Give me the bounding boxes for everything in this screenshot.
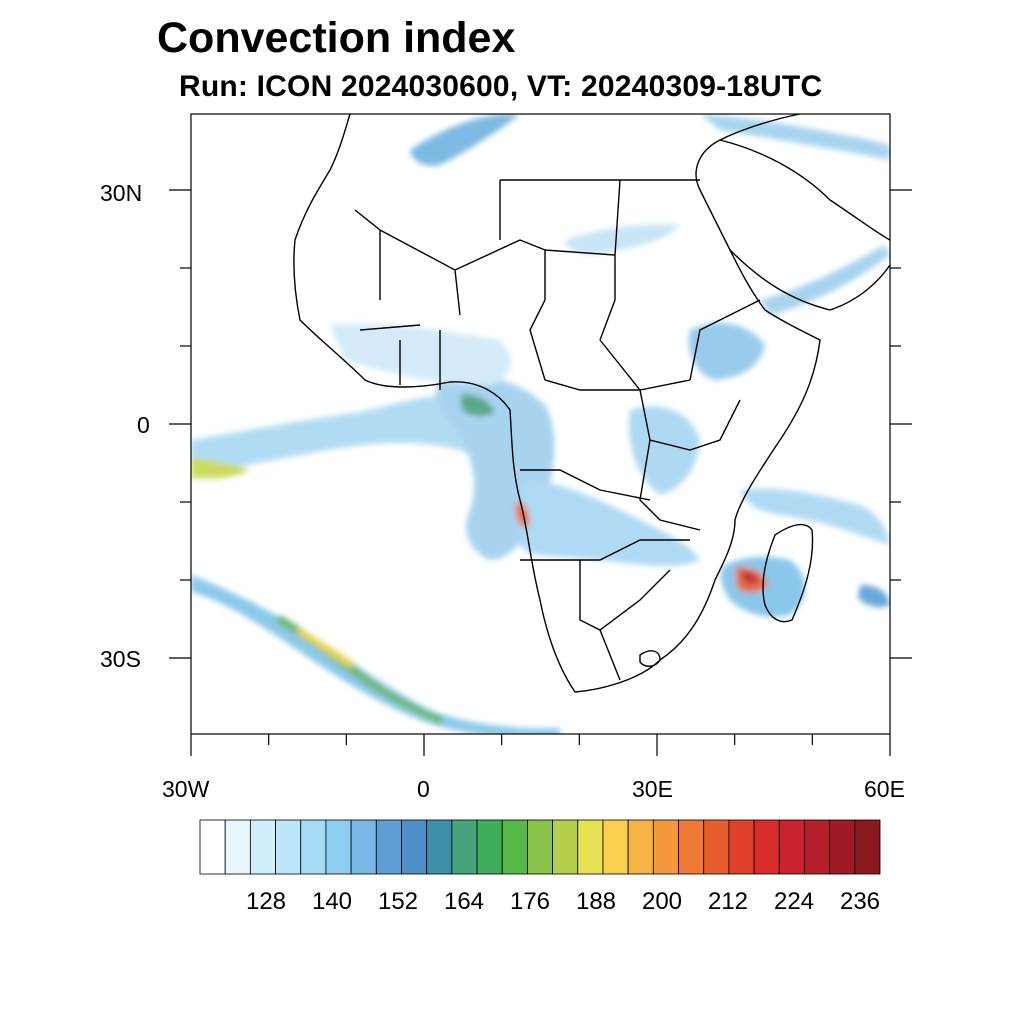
colorbar-label: 152 <box>377 888 419 915</box>
chart-subtitle: Run: ICON 2024030600, VT: 20240309-18UTC <box>179 70 823 103</box>
madagascar-hotspot <box>742 571 758 585</box>
colorbar-swatch <box>224 819 251 875</box>
lon-label-30w: 30W <box>162 776 210 802</box>
ethiopia-field <box>688 322 765 380</box>
africa-coastline <box>293 114 821 693</box>
great-lakes-field <box>629 406 700 495</box>
lat-label-30n: 30N <box>100 180 143 206</box>
colorbar-swatch <box>300 819 327 875</box>
colorbar-swatch <box>703 819 730 875</box>
colorbar-swatch <box>325 819 352 875</box>
axis-ticks <box>169 189 912 756</box>
colorbar-label: 212 <box>707 888 749 915</box>
colorbar-swatch <box>854 819 881 875</box>
colorbar-swatch <box>527 819 553 875</box>
colorbar-label: 176 <box>509 888 551 915</box>
colorbar-label: 164 <box>443 888 485 915</box>
madagascar-outline <box>762 523 814 623</box>
arabia-streak <box>760 245 890 315</box>
colorbar-swatch <box>627 819 654 875</box>
colorbar-swatch <box>401 819 428 875</box>
colorbar-swatch <box>476 819 503 875</box>
country-borders <box>293 114 890 693</box>
colorbar-swatch <box>249 819 276 875</box>
colorbar-label: 200 <box>641 888 683 915</box>
lesotho-outline <box>639 650 661 667</box>
mideast-band <box>700 114 890 160</box>
colorbar-swatch <box>728 819 755 875</box>
south-atlantic-front-hot <box>296 628 355 668</box>
east-indian-blob <box>858 585 890 608</box>
atlantic-west-core <box>191 458 250 479</box>
colorbar-swatch <box>199 819 226 875</box>
colorbar-swatch <box>375 819 402 875</box>
lon-label-0: 0 <box>417 776 430 802</box>
angola-core <box>515 500 530 528</box>
colorbar-swatch <box>451 819 478 875</box>
angola-field <box>520 480 700 566</box>
colorbar-label: 224 <box>773 888 815 915</box>
lat-label-0: 0 <box>137 412 150 438</box>
chart-title: Convection index <box>157 14 516 62</box>
colorbar-swatch <box>678 819 705 875</box>
colorbar-label: 140 <box>311 888 353 915</box>
colorbar-swatch <box>804 819 831 875</box>
colorbar-swatch <box>652 819 679 875</box>
arabia-outline <box>719 139 890 311</box>
colorbar-swatch <box>829 819 856 875</box>
colorbar-swatch <box>501 819 528 875</box>
colorbar-swatch <box>577 819 604 875</box>
colorbar-label: 236 <box>839 888 881 915</box>
colorbar-swatch <box>552 819 579 875</box>
convection-field <box>191 114 890 734</box>
lon-label-30e: 30E <box>632 776 673 802</box>
west-africa-field <box>330 323 511 385</box>
colorbar-label: 128 <box>245 888 287 915</box>
gabon-core <box>460 394 495 417</box>
colorbar-swatch <box>602 819 629 875</box>
colorbar-label: 188 <box>575 888 617 915</box>
colorbar-swatch <box>275 819 302 875</box>
atlantic-equatorial-band <box>191 394 520 475</box>
colorbar-swatch <box>778 819 805 875</box>
mediterranean-band <box>410 114 520 166</box>
sahara-streak <box>565 224 680 255</box>
colorbar-swatch <box>753 819 780 875</box>
colorbar <box>199 819 881 875</box>
colorbar-swatch <box>350 819 377 875</box>
border-lines <box>354 179 761 681</box>
south-atlantic-front <box>191 575 560 734</box>
colorbar-swatch <box>426 819 453 875</box>
lon-label-60e: 60E <box>864 776 905 802</box>
indian-ocean-band <box>740 488 890 545</box>
lat-label-30s: 30S <box>100 646 141 672</box>
